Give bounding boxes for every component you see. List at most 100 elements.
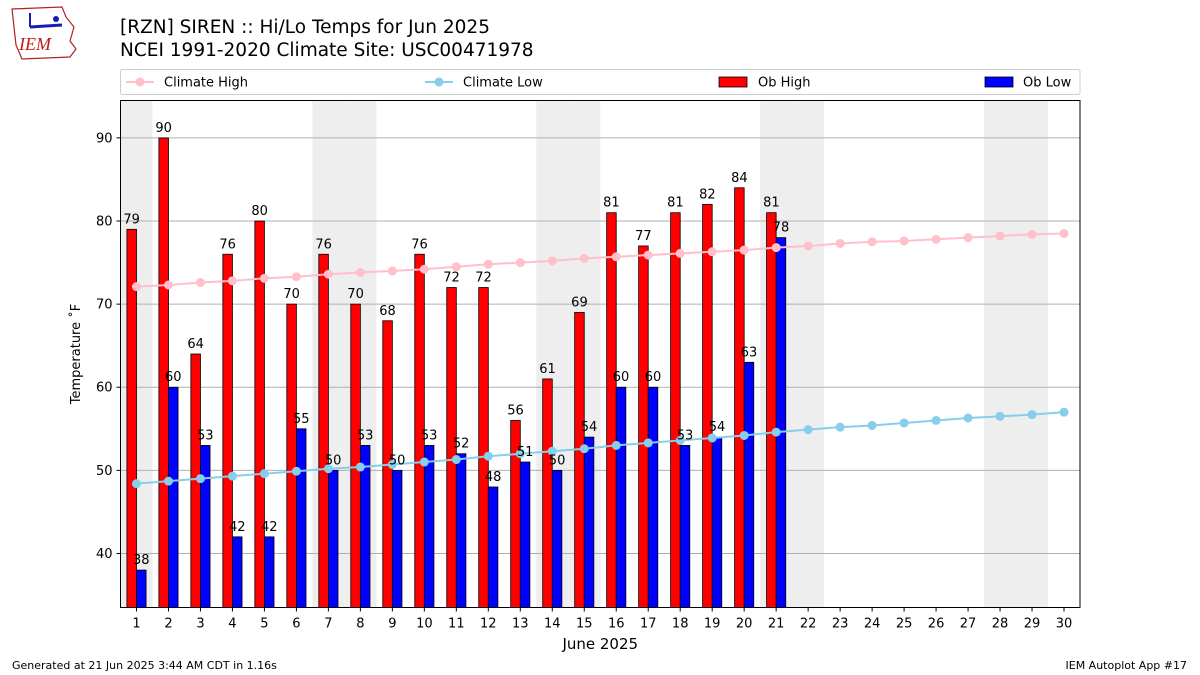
x-tick-label: 23 [832, 617, 849, 632]
climate-low-point [451, 455, 461, 465]
ob-low-bar [391, 469, 403, 608]
climate-high-point [803, 241, 813, 251]
x-tick-label: 12 [480, 617, 497, 632]
ob-low-bar [775, 237, 787, 608]
climate-low-point [611, 440, 621, 450]
climate-low-point [675, 435, 685, 445]
legend-ob-high-label: Ob High [758, 76, 811, 91]
climate-high-line [136, 232, 1065, 288]
climate-high-point [259, 273, 269, 283]
ob-low-label: 51 [517, 445, 534, 460]
x-tick-label: 9 [388, 617, 396, 632]
x-tick-label: 5 [260, 617, 268, 632]
plot-frame [120, 100, 1081, 608]
ob-low-bar [679, 445, 691, 608]
climate-low-point [387, 460, 397, 470]
climate-low-point [355, 462, 365, 472]
ob-high-label: 68 [379, 304, 396, 319]
x-tick-label: 14 [544, 617, 561, 632]
ob-low-label: 54 [581, 420, 598, 435]
ob-low-label: 42 [229, 520, 246, 535]
legend-climate-low-label: Climate Low [463, 76, 543, 91]
climate-low-point [899, 418, 909, 428]
climate-high-point [515, 258, 525, 268]
x-tick-label: 22 [800, 617, 817, 632]
x-tick-label: 10 [416, 617, 433, 632]
x-tick-label: 11 [448, 617, 465, 632]
climate-low-point [867, 420, 877, 430]
x-tick-label: 3 [196, 617, 204, 632]
climate-high-point [547, 256, 557, 266]
weather-station-cup [53, 16, 59, 22]
logo-text: IEM [18, 34, 52, 54]
x-tick-label: 2 [164, 617, 172, 632]
ob-low-label: 50 [549, 453, 566, 468]
x-tick-label: 28 [992, 617, 1009, 632]
ob-low-bar [136, 569, 147, 608]
ob-high-bar [318, 253, 329, 608]
climate-high-point [291, 272, 301, 282]
chart-subtitle: NCEI 1991-2020 Climate Site: USC00471978 [120, 40, 534, 61]
ob-high-bar [478, 287, 489, 608]
y-tick-label: 70 [96, 298, 113, 313]
ob-high-bar [606, 212, 617, 608]
climate-high-point [163, 280, 173, 290]
x-tick-label: 13 [512, 617, 529, 632]
ob-high-label: 76 [315, 237, 332, 252]
ob-low-bar [455, 453, 467, 608]
x-tick-label: 29 [1024, 617, 1041, 632]
ob-high-label: 84 [731, 171, 748, 186]
ob-high-label: 56 [507, 403, 524, 418]
climate-low-point [803, 425, 813, 435]
generated-footer: Generated at 21 Jun 2025 3:44 AM CDT in … [12, 659, 277, 672]
ob-high-label: 70 [283, 287, 300, 302]
ob-high-bar [542, 378, 553, 608]
ob-low-bar [615, 386, 627, 608]
ob-high-label: 61 [539, 362, 556, 377]
ob-low-label: 78 [773, 221, 790, 236]
legend: Climate High Climate Low Ob High Ob Low [120, 69, 1081, 95]
climate-high-point [195, 278, 205, 288]
ob-low-bar [743, 361, 755, 608]
x-tick-label: 27 [960, 617, 977, 632]
legend-climate-high-label: Climate High [164, 76, 248, 91]
y-tick-label: 80 [96, 215, 113, 230]
climate-low-point [739, 430, 749, 440]
ob-low-bar [487, 486, 499, 608]
climate-high-point [899, 236, 909, 246]
ob-high-label: 82 [699, 187, 716, 202]
ob-low-bar [551, 469, 563, 608]
climate-high-point [707, 247, 717, 257]
climate-high-point [643, 250, 653, 260]
ob-low-label: 50 [389, 453, 406, 468]
iem-logo: IEM [11, 6, 77, 60]
ob-high-label: 90 [155, 121, 172, 136]
ob-low-label: 60 [613, 370, 630, 385]
climate-high-point [739, 245, 749, 255]
ob-high-bar [222, 253, 233, 608]
ob-low-label: 53 [421, 428, 438, 443]
x-tick-label: 26 [928, 617, 945, 632]
climate-high-point [387, 266, 397, 276]
y-axis-label: Temperature ˚F [68, 304, 84, 405]
climate-low-point [707, 433, 717, 443]
climate-high-point [1027, 229, 1037, 239]
climate-low-point [483, 451, 493, 461]
x-tick-label: 1 [132, 617, 140, 632]
x-tick-label: 16 [608, 617, 625, 632]
ob-low-bar [423, 445, 435, 608]
ob-high-label: 81 [667, 196, 684, 211]
x-tick-label: 17 [640, 617, 657, 632]
weekend-shade [1016, 100, 1049, 608]
ob-high-label: 72 [443, 271, 460, 286]
app-footer: IEM Autoplot App #17 [1065, 659, 1188, 672]
legend-climate-high-marker [135, 77, 145, 87]
ob-high-label: 70 [347, 287, 364, 302]
climate-low-point [515, 449, 525, 459]
x-tick-label: 21 [768, 617, 785, 632]
weekend-shade [792, 100, 825, 608]
climate-high-point [675, 248, 685, 258]
ob-low-label: 38 [133, 553, 150, 568]
ob-low-label: 55 [293, 412, 310, 427]
ob-high-label: 80 [251, 204, 268, 219]
